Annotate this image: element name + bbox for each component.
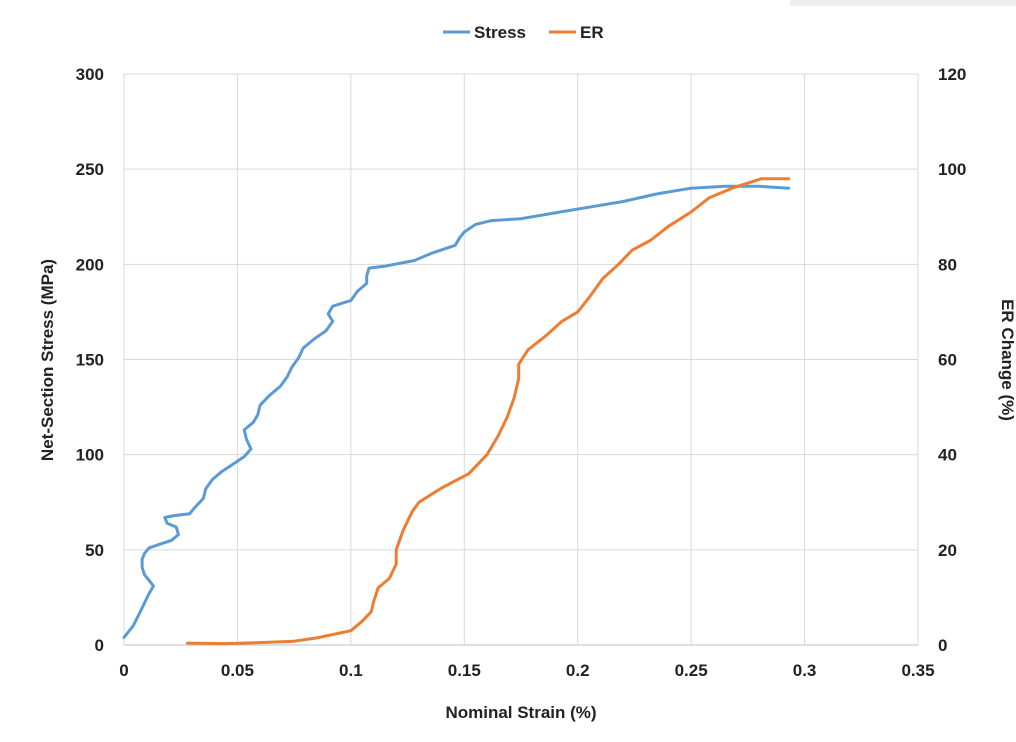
y-tick-label: 0 bbox=[95, 636, 104, 655]
legend: Stress ER bbox=[443, 23, 604, 42]
y2-tick-label: 40 bbox=[938, 446, 957, 465]
series-line-er bbox=[186, 177, 791, 646]
x-tick-label: 0.15 bbox=[448, 661, 481, 680]
y2-tick-label: 120 bbox=[938, 65, 966, 84]
y-tick-label: 50 bbox=[85, 541, 104, 560]
x-tick-label: 0.1 bbox=[339, 661, 363, 680]
x-tick-label: 0.2 bbox=[566, 661, 590, 680]
x-tick-label: 0.25 bbox=[675, 661, 708, 680]
y2-tick-label: 60 bbox=[938, 351, 957, 370]
y2-tick-label: 20 bbox=[938, 541, 957, 560]
y2-tick-label: 100 bbox=[938, 160, 966, 179]
y-tick-label: 250 bbox=[76, 160, 104, 179]
y2-tick-label: 80 bbox=[938, 255, 957, 274]
y2-axis-title: ER Change (%) bbox=[998, 299, 1016, 421]
y-axis-title: Net-Section Stress (MPa) bbox=[38, 259, 57, 461]
legend-label-stress: Stress bbox=[474, 23, 526, 42]
x-tick-label: 0.05 bbox=[221, 661, 254, 680]
y-tick-label: 200 bbox=[76, 255, 104, 274]
legend-label-er: ER bbox=[580, 23, 604, 42]
x-tick-label: 0.3 bbox=[793, 661, 817, 680]
series-line-stress bbox=[122, 184, 791, 639]
axes: 0 0.05 0.1 0.15 0.2 0.25 0.3 0.3505010015020025… bbox=[76, 65, 967, 680]
y-tick-label: 100 bbox=[76, 446, 104, 465]
x-tick-label: 0.35 bbox=[901, 661, 934, 680]
x-axis-title: Nominal Strain (%) bbox=[445, 703, 596, 722]
y2-tick-label: 0 bbox=[938, 636, 947, 655]
series-layer bbox=[122, 177, 791, 646]
y-tick-label: 300 bbox=[76, 65, 104, 84]
corner-strip bbox=[790, 0, 1016, 6]
x-tick-label: 0 bbox=[119, 661, 128, 680]
y-tick-label: 150 bbox=[76, 351, 104, 370]
gridlines bbox=[124, 73, 919, 645]
